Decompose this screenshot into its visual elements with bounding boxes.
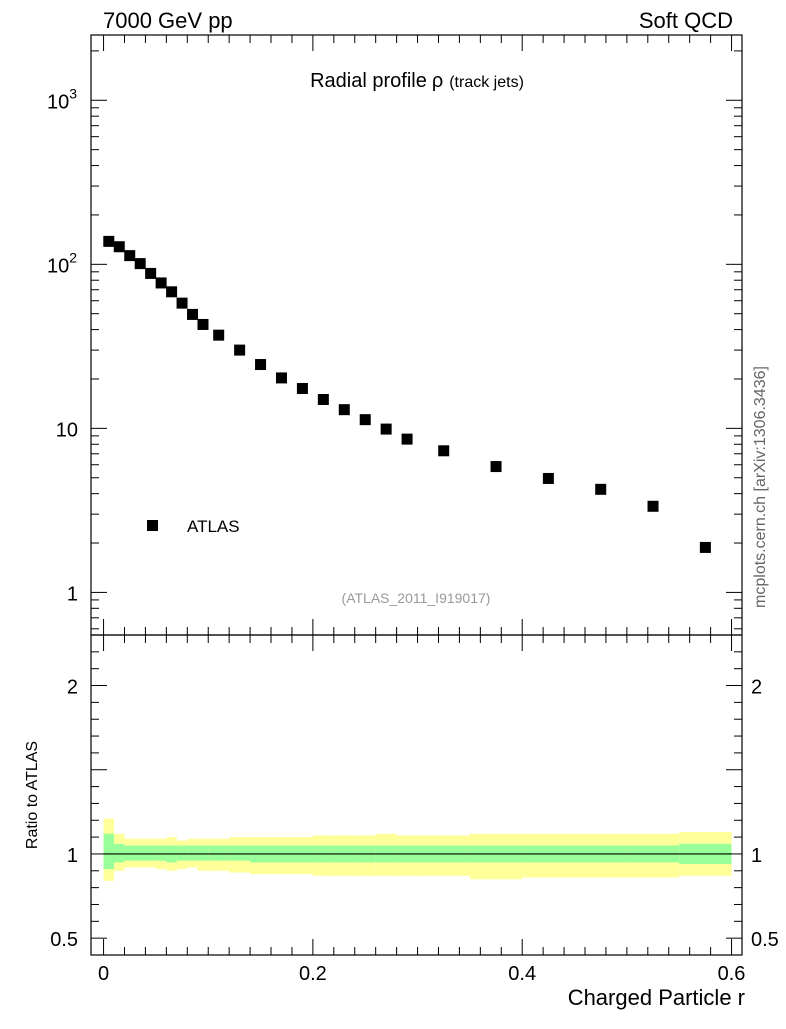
reference-label: (ATLAS_2011_I919017) <box>342 590 491 606</box>
data-point <box>166 286 178 298</box>
ratio-band-inner <box>155 845 167 861</box>
ratio-tick-label-left: 0.5 <box>50 929 78 951</box>
data-point <box>647 500 659 512</box>
ratio-band-inner <box>124 845 135 861</box>
header-left: 7000 GeV pp <box>103 8 233 33</box>
x-tick-label: 0.2 <box>299 963 327 985</box>
data-point <box>401 433 413 445</box>
header-right: Soft QCD <box>639 8 733 33</box>
ratio-band-inner <box>187 845 198 861</box>
chart-title-suffix: (track jets) <box>449 74 524 91</box>
data-point <box>490 461 502 473</box>
ratio-tick-label-right: 2 <box>751 677 762 699</box>
chart-title-main: Radial profile <box>310 70 427 92</box>
ratio-tick-label-right: 0.5 <box>751 929 779 951</box>
main-plot-frame <box>90 34 743 636</box>
legend-marker-atlas <box>147 520 158 531</box>
data-point <box>197 318 209 330</box>
data-point <box>155 277 167 289</box>
axis-ticks: 0 0.2 0.4 0.6 1 10 102 103 0.5 0.5 1 1 2 2 <box>47 35 779 985</box>
data-point <box>380 423 392 435</box>
data-point <box>103 235 115 247</box>
legend-label-atlas: ATLAS <box>187 517 240 536</box>
y-tick-label: 1 <box>67 583 78 605</box>
chart-title: Radial profile ρ (track jets) <box>310 70 524 92</box>
ratio-band-inner <box>103 833 115 870</box>
data-point <box>113 241 125 253</box>
x-tick-label: 0.4 <box>508 963 536 985</box>
x-tick-label: 0 <box>98 963 109 985</box>
x-tick-label: 0.6 <box>718 963 746 985</box>
ratio-band-inner <box>114 843 125 863</box>
ratio-bands <box>103 818 732 881</box>
ratio-band-inner <box>176 845 188 861</box>
ratio-band-inner <box>197 845 209 861</box>
data-point <box>699 541 711 553</box>
data-point <box>234 344 246 356</box>
data-point <box>595 483 607 495</box>
ratio-band-inner <box>134 845 146 861</box>
ratio-tick-label-right: 1 <box>751 845 762 867</box>
plot-frames <box>90 34 743 956</box>
data-point <box>145 267 157 279</box>
data-point <box>176 297 188 309</box>
data-point <box>213 329 225 341</box>
y-tick-label: 103 <box>47 85 77 113</box>
ratio-tick-label-left: 2 <box>67 677 78 699</box>
chart-title-symbol: ρ <box>432 70 443 92</box>
data-points <box>103 235 711 553</box>
ratio-y-axis-label: Ratio to ATLAS <box>24 741 41 849</box>
watermark: mcplots.cern.ch [arXiv:1306.3436] <box>752 366 769 608</box>
x-axis-label: Charged Particle r <box>568 985 745 1010</box>
data-point <box>187 308 199 320</box>
ratio-plot-frame <box>90 634 743 956</box>
data-point <box>338 404 350 416</box>
data-point <box>134 258 146 270</box>
y-tick-label: 10 <box>56 419 78 441</box>
y-tick-label: 102 <box>47 249 77 277</box>
data-point <box>542 472 554 484</box>
data-point <box>438 445 450 457</box>
ratio-band-inner <box>145 845 156 861</box>
data-point <box>296 382 308 394</box>
data-point <box>275 372 287 384</box>
data-point <box>317 393 329 405</box>
data-point <box>359 414 371 426</box>
data-point <box>255 359 267 371</box>
ratio-band-inner <box>229 845 251 861</box>
data-point <box>124 250 136 262</box>
ratio-band-inner <box>208 845 230 861</box>
ratio-tick-label-left: 1 <box>67 845 78 867</box>
